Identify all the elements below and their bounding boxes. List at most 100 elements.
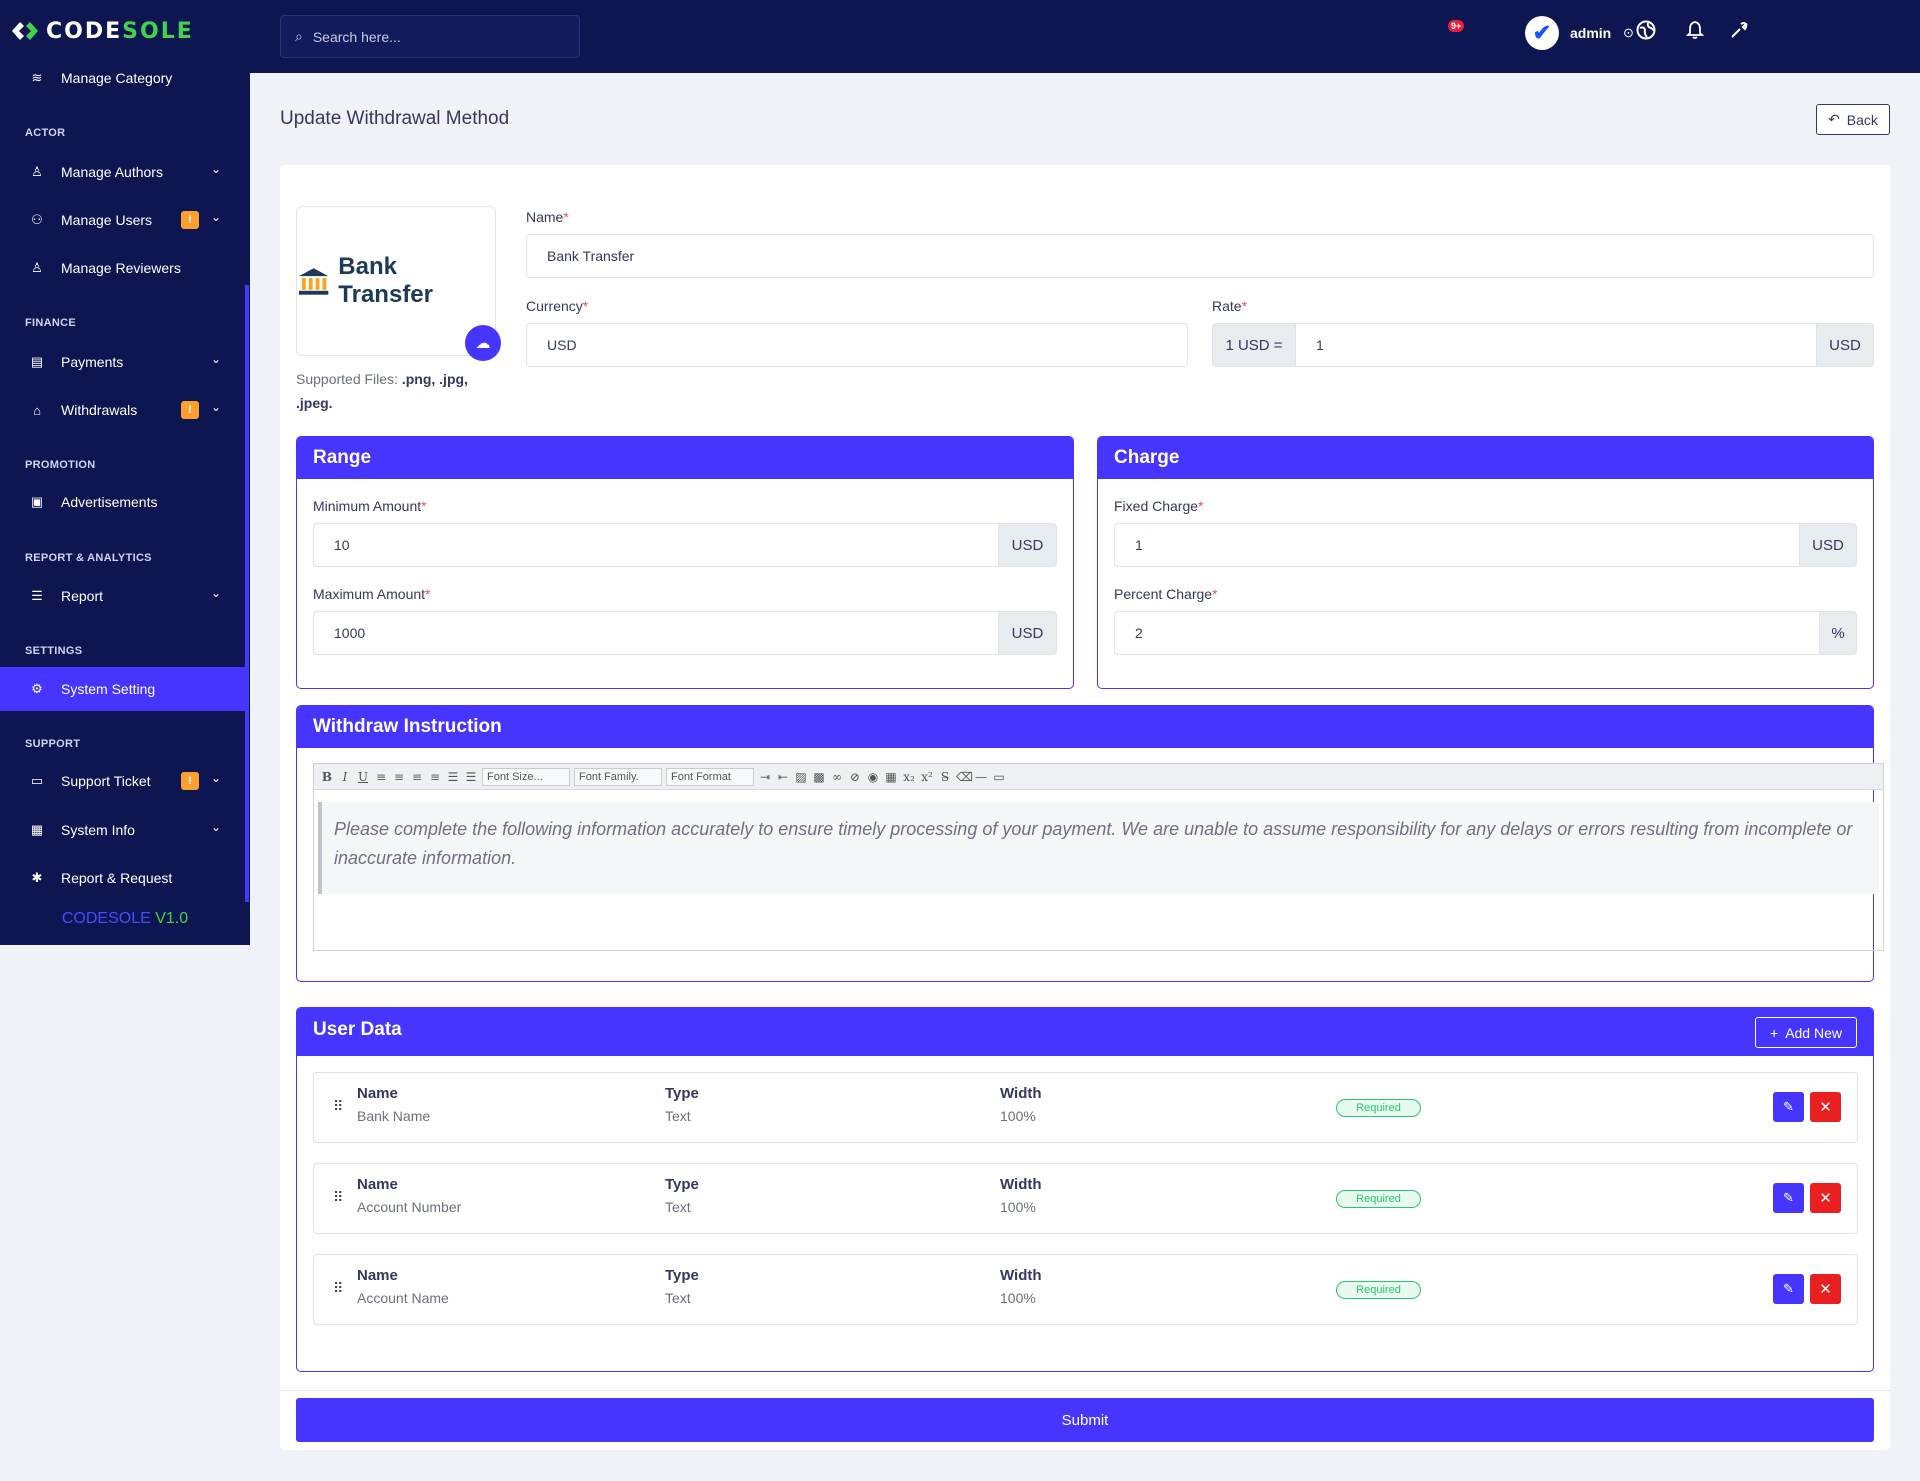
table-icon[interactable]: ▦ — [885, 769, 897, 784]
back-button[interactable]: ↶ Back — [1816, 104, 1890, 135]
sidebar-item-system-info[interactable]: ▦ System Info ⌄ — [0, 808, 245, 852]
percent-charge-input[interactable]: 2 — [1114, 611, 1820, 655]
status-badge: Required — [1336, 1281, 1421, 1299]
logo-text: Bank Transfer — [338, 253, 433, 308]
add-new-button[interactable]: + Add New — [1755, 1017, 1857, 1048]
bell-icon[interactable] — [1685, 20, 1705, 46]
cloud-upload-icon: ☁ — [475, 335, 491, 352]
underline-icon[interactable]: U — [357, 769, 369, 784]
percent-charge-unit: % — [1819, 611, 1857, 655]
font-family-select[interactable]: Font Family. — [574, 767, 662, 786]
font-format-select[interactable]: Font Format — [666, 767, 754, 786]
sidebar-scrollbar[interactable] — [245, 285, 249, 902]
user-name[interactable]: admin — [1570, 25, 1612, 41]
sidebar-item-support-ticket[interactable]: ▭ Support Ticket! ⌄ — [0, 759, 245, 803]
align-right-icon[interactable]: ≡ — [411, 769, 423, 784]
color-icon[interactable]: ◉ — [867, 769, 879, 784]
type-header: Type — [665, 1085, 699, 1102]
image-icon[interactable]: ▨ — [795, 769, 807, 784]
strikethrough-icon[interactable]: S̶ — [940, 769, 950, 784]
drag-handle-icon[interactable]: ⠿ — [333, 1189, 344, 1205]
unlink-icon[interactable]: ⊘ — [849, 769, 861, 784]
indent-icon[interactable]: ⇥ — [759, 769, 771, 784]
chevron-down-icon[interactable]: ⊙ — [1623, 25, 1634, 40]
align-justify-icon[interactable]: ≡ — [429, 769, 441, 784]
upload-cloud-button[interactable]: ☁ — [465, 325, 501, 361]
divider — [280, 1390, 1890, 1391]
bullet-list-icon[interactable]: ☰ — [447, 769, 459, 784]
field-type: Text — [665, 1199, 691, 1215]
rate-input[interactable]: 1 — [1295, 323, 1817, 367]
sidebar-item-manage-reviewers[interactable]: ♙ Manage Reviewers — [0, 246, 245, 290]
width-header: Width — [1000, 1085, 1042, 1102]
section-finance: FINANCE — [25, 317, 76, 329]
delete-button[interactable]: ✕ — [1810, 1092, 1841, 1122]
bold-icon[interactable]: B — [321, 769, 333, 784]
brand-logo[interactable]: CODESOLE — [0, 0, 250, 62]
edit-button[interactable]: ✎ — [1773, 1274, 1804, 1304]
sidebar-item-report[interactable]: ☰ Report ⌄ — [0, 574, 245, 618]
status-badge: Required — [1336, 1190, 1421, 1208]
sidebar-item-report-request[interactable]: ✱ Report & Request — [0, 856, 245, 900]
sidebar-item-manage-authors[interactable]: ♙ Manage Authors ⌄ — [0, 150, 245, 194]
width-header: Width — [1000, 1267, 1042, 1284]
name-input[interactable]: Bank Transfer — [526, 234, 1874, 278]
sidebar-item-payments[interactable]: ▤ Payments ⌄ — [0, 340, 245, 384]
user-data-row: ⠿ Name Bank Name Type Text Width 100% Requi… — [313, 1072, 1858, 1143]
drag-handle-icon[interactable]: ⠿ — [333, 1098, 344, 1114]
superscript-icon[interactable]: x² — [921, 769, 933, 784]
name-header: Name — [357, 1176, 398, 1193]
chevron-down-icon: ⌄ — [210, 820, 221, 834]
upload-image-icon[interactable]: ▩ — [813, 769, 825, 784]
drag-handle-icon[interactable]: ⠿ — [333, 1280, 344, 1296]
numbered-list-icon[interactable]: ☰ — [465, 769, 477, 784]
currency-input[interactable]: USD — [526, 323, 1188, 367]
rate-suffix: USD — [1816, 323, 1874, 367]
subscript-icon[interactable]: x₂ — [903, 769, 915, 784]
instruction-text[interactable]: Please complete the following informatio… — [318, 802, 1879, 894]
section-settings: SETTINGS — [25, 645, 83, 657]
fixed-charge-unit: USD — [1799, 523, 1857, 567]
remove-format-icon[interactable]: ⌫ — [956, 769, 973, 784]
fixed-charge-input[interactable]: 1 — [1114, 523, 1800, 567]
avatar[interactable]: ✔ — [1525, 16, 1559, 50]
link-icon[interactable]: ∞ — [832, 769, 842, 784]
edit-button[interactable]: ✎ — [1773, 1092, 1804, 1122]
name-header: Name — [357, 1267, 398, 1284]
sidebar-item-advertisements[interactable]: ▣ Advertisements — [0, 480, 245, 524]
edit-button[interactable]: ✎ — [1773, 1183, 1804, 1213]
alert-badge: ! — [181, 772, 199, 790]
max-amount-input[interactable]: 1000 — [313, 611, 999, 655]
search-input[interactable]: ⌕ Search here... — [280, 15, 580, 58]
pencil-icon: ✎ — [1783, 1281, 1794, 1296]
font-size-select[interactable]: Font Size... — [482, 767, 570, 786]
alert-badge: ! — [181, 401, 199, 419]
horizontal-rule-icon[interactable]: — — [975, 769, 987, 784]
sidebar-item-system-setting[interactable]: ⚙ System Setting — [0, 667, 245, 711]
globe-icon[interactable] — [1636, 20, 1656, 46]
rate-prefix: 1 USD = — [1212, 323, 1296, 367]
wrench-icon[interactable] — [1729, 20, 1749, 46]
sidebar-item-withdrawals[interactable]: ⌂ Withdrawals! ⌄ — [0, 388, 245, 432]
section-actor: ACTOR — [25, 127, 66, 139]
chevron-down-icon: ⌄ — [210, 210, 221, 224]
align-left-icon[interactable]: ≡ — [375, 769, 387, 784]
delete-button[interactable]: ✕ — [1810, 1274, 1841, 1304]
submit-button[interactable]: Submit — [296, 1398, 1874, 1442]
sidebar-item-manage-category[interactable]: ≋ Manage Category — [0, 56, 245, 100]
sidebar-item-manage-users[interactable]: ⚇ Manage Users! ⌄ — [0, 198, 245, 242]
align-center-icon[interactable]: ≡ — [393, 769, 405, 784]
outdent-icon[interactable]: ⇤ — [777, 769, 789, 784]
max-amount-label: Maximum Amount* — [313, 586, 431, 602]
instruction-title: Withdraw Instruction — [297, 706, 1873, 748]
ad-icon: ▣ — [30, 494, 44, 509]
status-badge: Required — [1336, 1099, 1421, 1117]
close-icon: ✕ — [1819, 1281, 1832, 1298]
italic-icon[interactable]: I — [342, 769, 348, 784]
chevron-down-icon: ⌄ — [210, 586, 221, 600]
min-amount-input[interactable]: 10 — [313, 523, 999, 567]
rich-text-editor[interactable]: B I U ≡ ≡ ≡ ≡ ☰ ☰ Font Size... Font Fami… — [313, 763, 1884, 951]
delete-button[interactable]: ✕ — [1810, 1183, 1841, 1213]
ticket-icon: ▭ — [30, 773, 44, 788]
html-source-icon[interactable]: ▭ — [993, 769, 1005, 784]
